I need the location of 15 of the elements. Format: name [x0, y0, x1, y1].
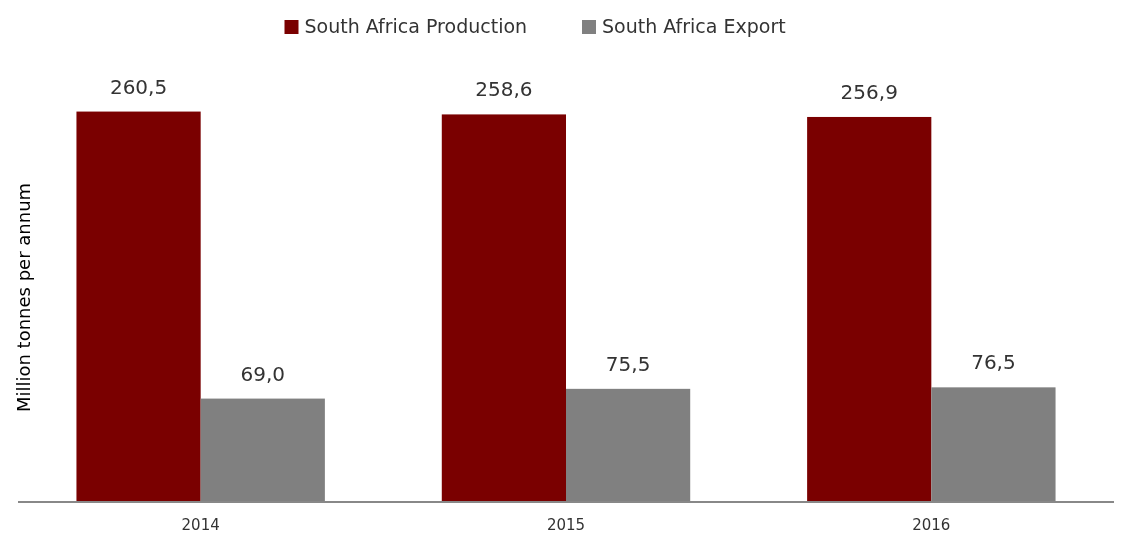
x-tick-label: 2015: [546, 516, 586, 534]
bar: [441, 114, 566, 502]
legend-label: South Africa Export: [602, 15, 786, 37]
data-label: 258,6: [475, 77, 533, 102]
x-tick-label: 2014: [181, 516, 220, 534]
y-axis-title: Million tonnes per annum: [13, 182, 34, 413]
bar: [807, 116, 932, 502]
x-tick-label: 2016: [912, 516, 951, 534]
legend-label: South Africa Production: [304, 15, 528, 37]
bar: [76, 111, 201, 502]
data-label: 76,5: [971, 350, 1016, 375]
data-label: 69,0: [240, 361, 286, 386]
data-label: 260,5: [109, 74, 168, 99]
data-label: 256,9: [840, 79, 898, 104]
data-label: 75,5: [605, 351, 651, 376]
